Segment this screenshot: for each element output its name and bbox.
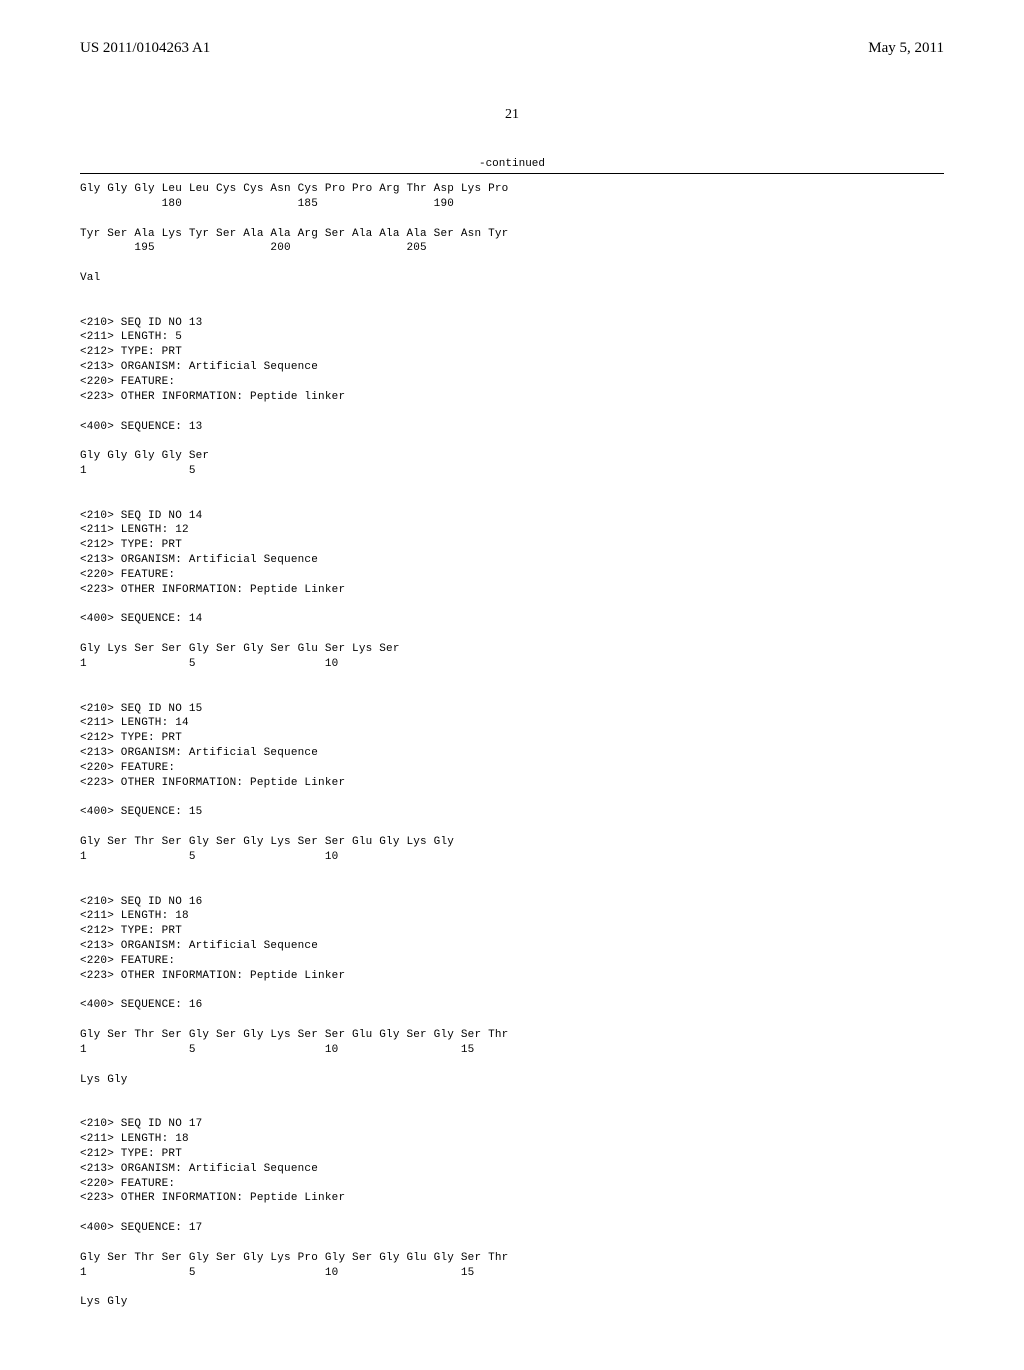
seq15-sequence-label: <400> SEQUENCE: 15 (80, 806, 202, 818)
seq12-positions-line1: 180 185 190 (80, 198, 454, 210)
seq14-header-1: <211> LENGTH: 12 (80, 524, 189, 536)
seq16-header-1: <211> LENGTH: 18 (80, 910, 189, 922)
seq13-header-2: <212> TYPE: PRT (80, 346, 182, 358)
seq15-header-5: <223> OTHER INFORMATION: Peptide Linker (80, 777, 345, 789)
seq17-header-3: <213> ORGANISM: Artificial Sequence (80, 1163, 318, 1175)
seq13-header-5: <223> OTHER INFORMATION: Peptide linker (80, 391, 345, 403)
seq16-header-5: <223> OTHER INFORMATION: Peptide Linker (80, 970, 345, 982)
seq14-header-2: <212> TYPE: PRT (80, 539, 182, 551)
seq14-header-4: <220> FEATURE: (80, 569, 175, 581)
seq17-header-1: <211> LENGTH: 18 (80, 1133, 189, 1145)
seq17-header-2: <212> TYPE: PRT (80, 1148, 182, 1160)
seq15-header-3: <213> ORGANISM: Artificial Sequence (80, 747, 318, 759)
seq14-header-5: <223> OTHER INFORMATION: Peptide Linker (80, 584, 345, 596)
seq15-header-0: <210> SEQ ID NO 15 (80, 703, 202, 715)
seq16-residues-line2: Lys Gly (80, 1074, 128, 1086)
seq17-header-4: <220> FEATURE: (80, 1178, 175, 1190)
seq16-header-2: <212> TYPE: PRT (80, 925, 182, 937)
seq16-residues-line1: Gly Ser Thr Ser Gly Ser Gly Lys Ser Ser … (80, 1029, 508, 1041)
seq13-positions-line1: 1 5 (80, 465, 196, 477)
divider (80, 173, 944, 174)
seq13-header-0: <210> SEQ ID NO 13 (80, 317, 202, 329)
seq17-sequence-label: <400> SEQUENCE: 17 (80, 1222, 202, 1234)
page-number: 21 (80, 107, 944, 123)
seq13-residues-line1: Gly Gly Gly Gly Ser (80, 450, 209, 462)
sequence-listing: Gly Gly Gly Leu Leu Cys Cys Asn Cys Pro … (80, 182, 944, 1310)
seq16-header-4: <220> FEATURE: (80, 955, 175, 967)
publication-number: US 2011/0104263 A1 (80, 40, 210, 57)
seq17-header-0: <210> SEQ ID NO 17 (80, 1118, 202, 1130)
seq14-residues-line1: Gly Lys Ser Ser Gly Ser Gly Ser Glu Ser … (80, 643, 400, 655)
seq14-sequence-label: <400> SEQUENCE: 14 (80, 613, 202, 625)
seq13-sequence-label: <400> SEQUENCE: 13 (80, 421, 202, 433)
seq13-header-4: <220> FEATURE: (80, 376, 175, 388)
seq16-header-0: <210> SEQ ID NO 16 (80, 896, 202, 908)
seq14-header-3: <213> ORGANISM: Artificial Sequence (80, 554, 318, 566)
page-header: US 2011/0104263 A1 May 5, 2011 (80, 40, 944, 57)
seq14-positions-line1: 1 5 10 (80, 658, 338, 670)
seq14-header-0: <210> SEQ ID NO 14 (80, 510, 202, 522)
seq15-header-2: <212> TYPE: PRT (80, 732, 182, 744)
seq15-header-1: <211> LENGTH: 14 (80, 717, 189, 729)
seq15-header-4: <220> FEATURE: (80, 762, 175, 774)
seq15-residues-line1: Gly Ser Thr Ser Gly Ser Gly Lys Ser Ser … (80, 836, 454, 848)
seq17-residues-line2: Lys Gly (80, 1296, 128, 1308)
seq12-positions-line2: 195 200 205 (80, 242, 427, 254)
seq15-positions-line1: 1 5 10 (80, 851, 338, 863)
seq17-header-5: <223> OTHER INFORMATION: Peptide Linker (80, 1192, 345, 1204)
continued-label: -continued (80, 158, 944, 170)
publication-date: May 5, 2011 (868, 40, 944, 57)
seq12-residues-line1: Gly Gly Gly Leu Leu Cys Cys Asn Cys Pro … (80, 183, 508, 195)
seq13-header-3: <213> ORGANISM: Artificial Sequence (80, 361, 318, 373)
seq16-positions-line1: 1 5 10 15 (80, 1044, 474, 1056)
seq17-residues-line1: Gly Ser Thr Ser Gly Ser Gly Lys Pro Gly … (80, 1252, 508, 1264)
seq12-residues-line3: Val (80, 272, 100, 284)
seq17-positions-line1: 1 5 10 15 (80, 1267, 474, 1279)
seq13-header-1: <211> LENGTH: 5 (80, 331, 182, 343)
seq16-header-3: <213> ORGANISM: Artificial Sequence (80, 940, 318, 952)
seq16-sequence-label: <400> SEQUENCE: 16 (80, 999, 202, 1011)
seq12-residues-line2: Tyr Ser Ala Lys Tyr Ser Ala Ala Arg Ser … (80, 228, 508, 240)
